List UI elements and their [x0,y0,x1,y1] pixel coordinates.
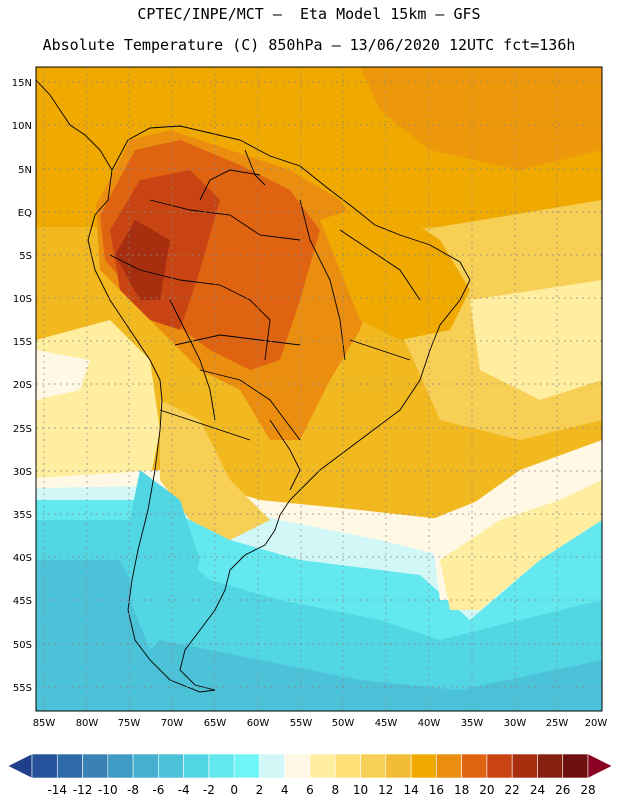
colorbar-swatch [158,753,184,779]
lat-label: 5S [19,251,32,262]
colorbar-label: 12 [378,783,393,797]
map-frame [35,66,603,712]
colorbar-label: -10 [98,783,118,797]
longitude-labels: 85W 80W 75W 70W 65W 60W 55W 50W 45W 40W … [33,718,608,729]
colorbar-swatch [309,753,336,779]
colorbar-swatch [410,753,437,779]
colorbar-label: 22 [505,783,520,797]
lat-label: 10S [13,294,32,305]
colorbar-swatch [259,753,286,779]
colorbar-label: 10 [353,783,368,797]
colorbar-arrow-high [587,753,613,779]
lat-label: 10N [12,121,32,132]
colorbar-swatch [82,753,109,779]
graticule [36,67,602,711]
colorbar [7,753,613,779]
colorbar-swatch [284,753,311,779]
colorbar-swatch [436,753,462,779]
colorbar-label: 4 [281,783,289,797]
colorbar-label: -2 [203,783,215,797]
lat-label: 50S [13,640,32,651]
lon-label: 60W [247,718,270,729]
colorbar-swatch [461,753,488,779]
colorbar-swatch [334,753,361,779]
colorbar-swatch [183,753,210,779]
colorbar-labels: -14 -12 -10 -8 -6 -4 -2 0 2 4 6 8 10 12 14 16 18 20 22 24 26… [47,783,595,797]
lon-label: 70W [161,718,184,729]
colorbar-label: 24 [530,783,545,797]
lat-label: EQ [18,208,32,219]
lat-label: 40S [13,553,32,564]
colorbar-swatch [511,753,538,779]
colorbar-label: 0 [230,783,238,797]
temperature-field [36,67,602,711]
lat-label: 45S [13,596,32,607]
colorbar-label: 6 [306,783,314,797]
colorbar-swatch [233,753,260,779]
lon-label: 65W [204,718,227,729]
lat-label: 15N [12,78,32,89]
colorbar-swatch [31,753,58,779]
colorbar-label: -12 [73,783,93,797]
lat-label: 5N [18,165,32,176]
colorbar-swatch [107,753,134,779]
colorbar-label: -14 [47,783,67,797]
colorbar-swatch [562,753,589,779]
lon-label: 40W [418,718,441,729]
lon-label: 55W [290,718,313,729]
latitude-labels: 15N 10N 5N EQ 5S 10S 15S 20S 25S 30S 35S… [12,78,32,694]
colorbar-arrow-low [7,753,33,779]
lat-label: 20S [13,380,32,391]
colorbar-label: 20 [479,783,494,797]
lon-label: 45W [375,718,398,729]
lat-label: 55S [13,683,32,694]
colorbar-swatch [360,753,387,779]
colorbar-swatch [56,753,83,779]
colorbar-swatch [208,753,235,779]
lon-label: 30W [504,718,527,729]
colorbar-label: 14 [403,783,418,797]
colorbar-label: 28 [580,783,595,797]
map-title-line-2: Absolute Temperature (C) 850hPa – 13/06/… [42,36,576,54]
lat-label: 30S [13,467,32,478]
lat-label: 25S [13,424,32,435]
colorbar-label: -8 [127,783,139,797]
lat-label: 35S [13,510,32,521]
colorbar-label: 26 [555,783,570,797]
lat-label: 15S [13,337,32,348]
colorbar-swatch [486,753,513,779]
colorbar-swatch [385,753,412,779]
lon-label: 20W [585,718,608,729]
lon-label: 75W [118,718,141,729]
lon-label: 80W [76,718,99,729]
colorbar-swatch [537,753,564,779]
map-title-line-1: CPTEC/INPE/MCT – Eta Model 15km – GFS [137,5,481,23]
lon-label: 35W [461,718,484,729]
lon-label: 50W [332,718,355,729]
colorbar-label: -4 [178,783,190,797]
colorbar-label: 8 [331,783,339,797]
colorbar-label: 18 [454,783,469,797]
lon-label: 25W [546,718,569,729]
colorbar-swatch [132,753,159,779]
colorbar-label: -6 [152,783,164,797]
lon-label: 85W [33,718,56,729]
coastlines-and-borders [36,79,471,693]
colorbar-label: 16 [429,783,444,797]
colorbar-label: 2 [256,783,264,797]
